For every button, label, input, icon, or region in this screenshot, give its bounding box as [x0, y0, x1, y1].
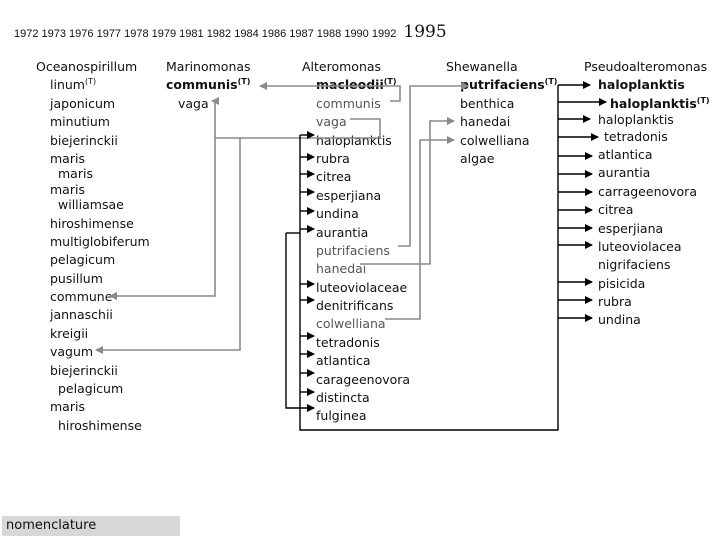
species-item: fulginea: [316, 408, 367, 424]
column-marinomonas: Marinomonas communis(T) vaga: [166, 58, 251, 113]
column-alteromonas: Alteromonas macleodii(T) communis vaga h…: [302, 58, 410, 426]
species-item: hiroshimense: [50, 215, 134, 231]
species-item: haloplanktis(T): [610, 95, 710, 111]
species-item: kreigii: [50, 325, 89, 341]
species-item: multiglobiferum: [50, 233, 150, 249]
species-item: vagum: [50, 344, 94, 360]
species-item: communis: [316, 95, 381, 111]
species-item: linum(T): [50, 77, 97, 93]
species-item: rubra: [598, 294, 632, 310]
genus-pseudoalteromonas: Pseudoalteromonas: [584, 59, 708, 74]
arrow-commune: [109, 138, 216, 300]
connector-to-pseudoalteromonas: [299, 85, 559, 431]
species-item: maris: [50, 150, 85, 166]
species-item: citrea: [598, 202, 634, 218]
arrow-putrifaciens: [398, 82, 469, 247]
year-list: 1972 1973 1976 1977 1978 1979 1981 1982 …: [14, 28, 397, 40]
species-item: biejerinckii: [50, 132, 118, 148]
species-item: japonicum: [50, 95, 116, 111]
column-shewanella: Shewanella putrifaciens(T) benthica hane…: [446, 58, 557, 168]
species-item: undina: [598, 312, 641, 328]
species-item: hiroshimense: [58, 417, 142, 433]
highlight-year: 1995: [403, 22, 447, 42]
species-item: maris: [50, 399, 85, 415]
species-item: tetradonis: [604, 128, 668, 144]
species-item: algae: [460, 150, 495, 166]
species-item: maris: [50, 181, 85, 197]
genus-alteromonas: Alteromonas: [302, 59, 382, 74]
species-item: haloplanktis: [598, 77, 685, 93]
arrow-hanedai: [360, 117, 455, 265]
species-item: pusillum: [50, 270, 103, 286]
species-item: esperjiana: [598, 220, 664, 236]
species-item: pisicida: [598, 275, 646, 291]
species-item: vaga: [178, 95, 209, 111]
species-item: colwelliana: [316, 316, 386, 332]
species-item: jannaschii: [50, 307, 113, 323]
species-item: aurantia: [598, 165, 651, 181]
species-item: pelagicum: [50, 252, 116, 268]
species-item: vaga: [316, 114, 347, 130]
genus-marinomonas: Marinomonas: [166, 59, 251, 74]
bracket-fulginea: [285, 233, 315, 412]
species-item: undina: [316, 206, 359, 222]
species-item: commune: [50, 289, 113, 305]
species-item: communis(T): [166, 77, 251, 93]
species-item: nigrifaciens: [598, 257, 671, 273]
species-item: pelagicum: [58, 381, 124, 397]
genus-oceanospirillum: Oceanospirillum: [36, 59, 138, 74]
species-item: atlantica: [598, 146, 653, 162]
species-item: denitrificans: [316, 298, 394, 314]
species-item: haloplanktis: [316, 132, 392, 148]
species-item: carrageenovora: [598, 183, 697, 199]
species-item: williamsae: [58, 197, 124, 213]
arrow-colwelliana: [385, 136, 455, 320]
species-item: luteoviolaceae: [316, 279, 408, 295]
column-pseudoalteromonas: Pseudoalteromonas haloplanktis haloplank…: [584, 58, 710, 330]
genus-shewanella: Shewanella: [446, 59, 518, 74]
species-item: tetradonis: [316, 334, 380, 350]
species-item: minutium: [50, 114, 110, 130]
species-item: aurantia: [316, 224, 369, 240]
species-item: macleodii(T): [316, 77, 397, 93]
species-item: esperjiana: [316, 187, 382, 203]
species-item: colwelliana: [460, 132, 530, 148]
species-item: luteoviolacea: [598, 238, 682, 254]
species-item: citrea: [316, 169, 352, 185]
arrow-communis-to-marinomonas: [259, 82, 401, 102]
species-item: biejerinckii: [50, 362, 118, 378]
species-item: putrifaciens: [316, 242, 390, 258]
species-item: benthica: [460, 95, 515, 111]
nomenclature-tab[interactable]: nomenclature: [2, 516, 180, 536]
year-timeline: 1972 1973 1976 1977 1978 1979 1981 1982 …: [14, 22, 447, 42]
species-item: distincta: [316, 390, 370, 406]
species-item: putrifaciens(T): [460, 77, 558, 93]
column-oceanospirillum: Oceanospirillum linum(T) japonicum minut…: [36, 58, 150, 435]
species-item: atlantica: [316, 353, 371, 369]
species-item: haloplanktis: [598, 112, 674, 128]
species-item: maris: [58, 166, 93, 182]
species-item: carageenovora: [316, 371, 411, 387]
species-item: hanedai: [460, 114, 511, 130]
arrow-vaga-to-marinomonas: [211, 97, 381, 139]
species-item: hanedai: [316, 261, 367, 277]
species-item: rubra: [316, 150, 350, 166]
arrow-vagum: [95, 138, 241, 354]
